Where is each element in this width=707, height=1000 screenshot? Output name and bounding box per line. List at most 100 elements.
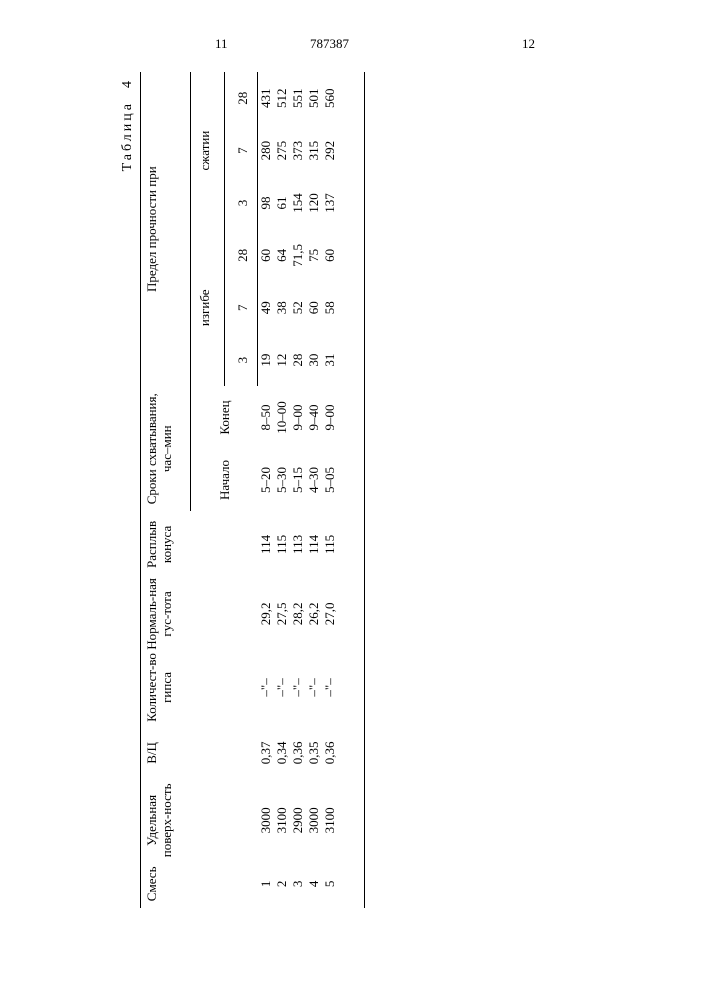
cell-c28: 551 xyxy=(290,72,306,124)
col-i28: 28 xyxy=(233,229,258,281)
cell-ras: 114 xyxy=(257,511,274,577)
cell-s1: 5–20 xyxy=(257,449,274,511)
cell-ud: 3100 xyxy=(322,781,365,860)
cell-i28: 60 xyxy=(322,229,365,281)
cell-i3: 12 xyxy=(274,334,290,386)
cell-c3: 137 xyxy=(322,177,365,229)
table-head: Смесь Удельная поверх-ность В/Ц Количест… xyxy=(141,72,258,908)
col-srok-start: Начало xyxy=(195,449,258,511)
cell-vc: 0,34 xyxy=(274,725,290,781)
cell-n: 2 xyxy=(274,860,290,908)
cell-c3: 61 xyxy=(274,177,290,229)
cell-i28: 64 xyxy=(274,229,290,281)
cell-i7: 38 xyxy=(274,282,290,334)
col-srok-end: Конец xyxy=(195,386,258,448)
cell-s2: 8–50 xyxy=(257,386,274,448)
col-raspl: Расплыв конуса xyxy=(141,511,258,577)
rotated-table-block: Таблица 4 Смесь Удельная поверх-ность В/… xyxy=(120,72,365,908)
doc-code: 787387 xyxy=(310,36,349,52)
lbl-szhat: сжатии xyxy=(197,131,212,171)
cell-i3: 31 xyxy=(322,334,365,386)
cell-s1: 5–30 xyxy=(274,449,290,511)
cell-norm: 28,2 xyxy=(290,578,306,651)
cell-s2: 10–00 xyxy=(274,386,290,448)
cell-ud: 3000 xyxy=(257,781,274,860)
col-vc: В/Ц xyxy=(141,725,258,781)
col-smes: Смесь xyxy=(141,860,258,908)
cell-i3: 28 xyxy=(290,334,306,386)
cell-i3: 30 xyxy=(306,334,322,386)
table-row: 130000,37–"–29,21145–208–501949609828043… xyxy=(257,72,274,908)
cell-norm: 27,5 xyxy=(274,578,290,651)
cell-i28: 60 xyxy=(257,229,274,281)
cell-ras: 114 xyxy=(306,511,322,577)
cell-ras: 115 xyxy=(322,511,365,577)
cell-s2: 9–00 xyxy=(322,386,365,448)
cell-g: –"– xyxy=(306,650,322,725)
cell-ud: 3000 xyxy=(306,781,322,860)
cell-s1: 5–15 xyxy=(290,449,306,511)
cell-g: –"– xyxy=(274,650,290,725)
cell-vc: 0,36 xyxy=(322,725,365,781)
col-gips: Количест-во гипса xyxy=(141,650,258,725)
cell-s1: 4–30 xyxy=(306,449,322,511)
cell-n: 1 xyxy=(257,860,274,908)
cell-i7: 60 xyxy=(306,282,322,334)
col-norm: Нормаль-ная гус-тота xyxy=(141,578,258,651)
col-szhat: сжатии xyxy=(195,72,233,229)
cell-n: 5 xyxy=(322,860,365,908)
cell-c3: 120 xyxy=(306,177,322,229)
cell-ras: 115 xyxy=(274,511,290,577)
col-srok-group: Сроки схватывания, час–мин xyxy=(141,386,179,511)
cell-s2: 9–40 xyxy=(306,386,322,448)
cell-i28: 75 xyxy=(306,229,322,281)
col-c3: 3 xyxy=(233,177,258,229)
lbl-izgib: изгибе xyxy=(197,289,212,326)
cell-ras: 113 xyxy=(290,511,306,577)
col-izgib: изгибе xyxy=(195,229,233,386)
caption-number: 4 xyxy=(120,78,135,88)
table-caption: Таблица 4 xyxy=(120,78,136,908)
data-table: Смесь Удельная поверх-ность В/Ц Количест… xyxy=(140,72,365,908)
table-row: 329000,36–"–28,21135–159–00285271,515437… xyxy=(290,72,306,908)
cell-vc: 0,35 xyxy=(306,725,322,781)
col-pred-group: Предел прочности при xyxy=(141,72,179,386)
cell-c28: 512 xyxy=(274,72,290,124)
cell-ud: 3100 xyxy=(274,781,290,860)
table-row: 531000,36–"–27,01155–059–003158601372925… xyxy=(322,72,365,908)
cell-c3: 154 xyxy=(290,177,306,229)
cell-c28: 431 xyxy=(257,72,274,124)
caption-word: Таблица xyxy=(120,101,135,171)
cell-i28: 71,5 xyxy=(290,229,306,281)
rule-szhat xyxy=(224,72,225,229)
rule-srok xyxy=(190,386,191,511)
cell-i7: 49 xyxy=(257,282,274,334)
cell-i3: 19 xyxy=(257,334,274,386)
col-i3: 3 xyxy=(233,334,258,386)
rule-pred xyxy=(190,72,191,386)
cell-vc: 0,37 xyxy=(257,725,274,781)
cell-g: –"– xyxy=(257,650,274,725)
cell-i7: 52 xyxy=(290,282,306,334)
cell-c28: 501 xyxy=(306,72,322,124)
cell-s2: 9–00 xyxy=(290,386,306,448)
table-body: 130000,37–"–29,21145–208–501949609828043… xyxy=(257,72,364,908)
cell-c7: 315 xyxy=(306,124,322,176)
rule-izgib xyxy=(224,229,225,386)
cell-c7: 292 xyxy=(322,124,365,176)
col-c7: 7 xyxy=(233,124,258,176)
table-row: 231000,34–"–27,51155–3010–00123864612755… xyxy=(274,72,290,908)
cell-ud: 2900 xyxy=(290,781,306,860)
cell-s1: 5–05 xyxy=(322,449,365,511)
cell-norm: 29,2 xyxy=(257,578,274,651)
cell-norm: 26,2 xyxy=(306,578,322,651)
cell-norm: 27,0 xyxy=(322,578,365,651)
table-row: 430000,35–"–26,21144–309–403060751203155… xyxy=(306,72,322,908)
cell-g: –"– xyxy=(322,650,365,725)
cell-c7: 280 xyxy=(257,124,274,176)
cell-n: 3 xyxy=(290,860,306,908)
col-i7: 7 xyxy=(233,282,258,334)
cell-vc: 0,36 xyxy=(290,725,306,781)
col-udel: Удельная поверх-ность xyxy=(141,781,258,860)
cell-c7: 373 xyxy=(290,124,306,176)
